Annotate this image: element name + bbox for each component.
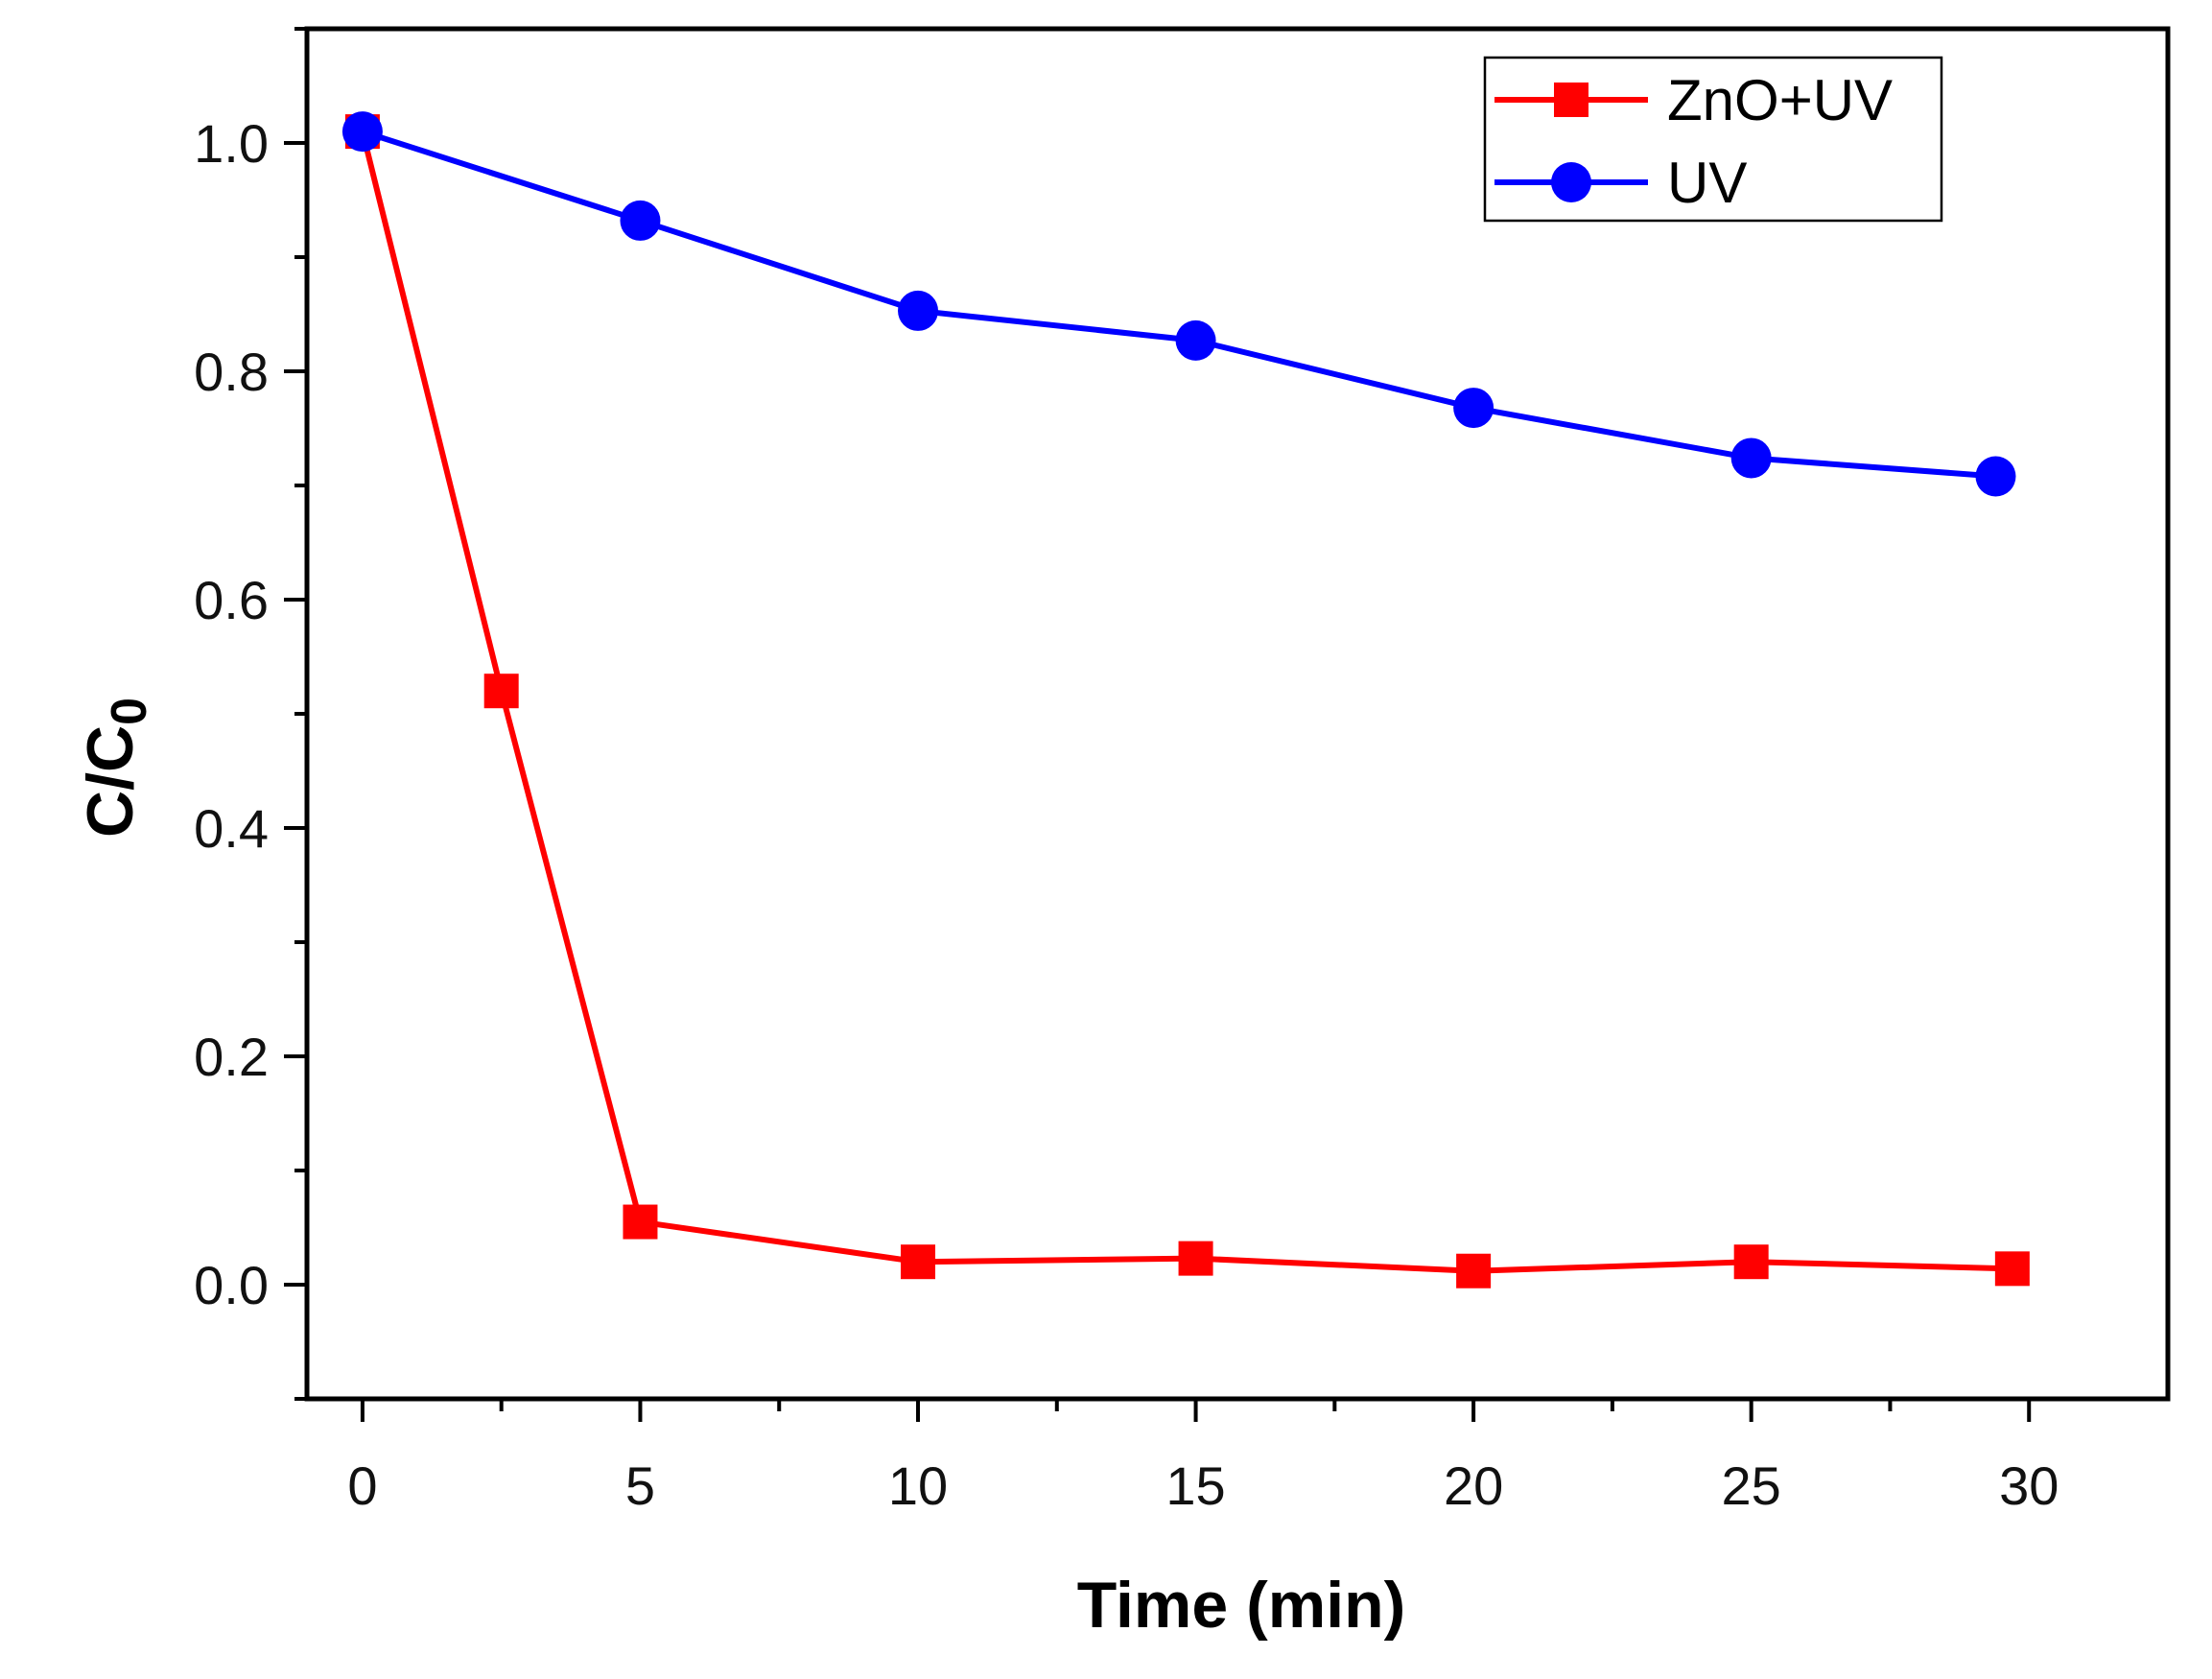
legend-entry: ZnO+UV xyxy=(1494,68,1893,132)
data-point xyxy=(1733,1244,1769,1280)
data-point xyxy=(483,674,519,709)
x-tick-label-15: 15 xyxy=(1165,1455,1225,1516)
y-tick-label-0.2: 0.2 xyxy=(194,1027,269,1087)
legend-marker xyxy=(1554,83,1588,117)
y-axis-title-main: C/C xyxy=(74,725,147,838)
axis-ticks: 0 5 10 15 20 25 30 0.0 0.2 0.4 0.6 0.8 1.0 xyxy=(194,27,2059,1516)
data-point xyxy=(1175,319,1216,361)
y-axis-title-subscript: 0 xyxy=(102,698,157,725)
y-tick-label-0.0: 0.0 xyxy=(194,1255,269,1315)
x-tick-label-30: 30 xyxy=(1999,1455,2059,1516)
data-point xyxy=(1453,388,1494,429)
y-tick-label-0.8: 0.8 xyxy=(194,342,269,402)
legend: ZnO+UV UV xyxy=(1483,56,1943,223)
x-axis-title: Time (min) xyxy=(1077,1569,1406,1642)
data-point xyxy=(898,290,939,331)
x-tick-label-20: 20 xyxy=(1444,1455,1503,1516)
x-tick-label-5: 5 xyxy=(625,1455,655,1516)
legend-label: UV xyxy=(1667,151,1747,215)
data-point xyxy=(620,200,661,241)
data-point xyxy=(1456,1253,1492,1289)
x-tick-label-0: 0 xyxy=(347,1455,377,1516)
legend-label: ZnO+UV xyxy=(1667,68,1893,132)
data-point xyxy=(901,1244,936,1280)
y-tick-label-0.6: 0.6 xyxy=(194,570,269,630)
data-point xyxy=(1975,456,2016,497)
legend-entry: UV xyxy=(1494,151,1747,215)
legend-entries: ZnO+UV UV xyxy=(1494,68,1893,215)
series-uv xyxy=(341,111,2016,497)
data-point xyxy=(1178,1241,1213,1276)
x-tick-label-10: 10 xyxy=(888,1455,948,1516)
data-point xyxy=(341,111,383,153)
x-tick-label-25: 25 xyxy=(1722,1455,1781,1516)
data-point xyxy=(1730,437,1772,479)
y-tick-label-1.0: 1.0 xyxy=(194,113,269,174)
y-axis-title: C/C0 xyxy=(74,698,157,838)
data-point xyxy=(623,1204,658,1240)
data-point xyxy=(1994,1251,2030,1287)
legend-marker xyxy=(1551,162,1591,202)
y-tick-label-0.4: 0.4 xyxy=(194,798,269,859)
series-layer xyxy=(341,111,2030,1289)
series-line xyxy=(359,130,2012,1274)
